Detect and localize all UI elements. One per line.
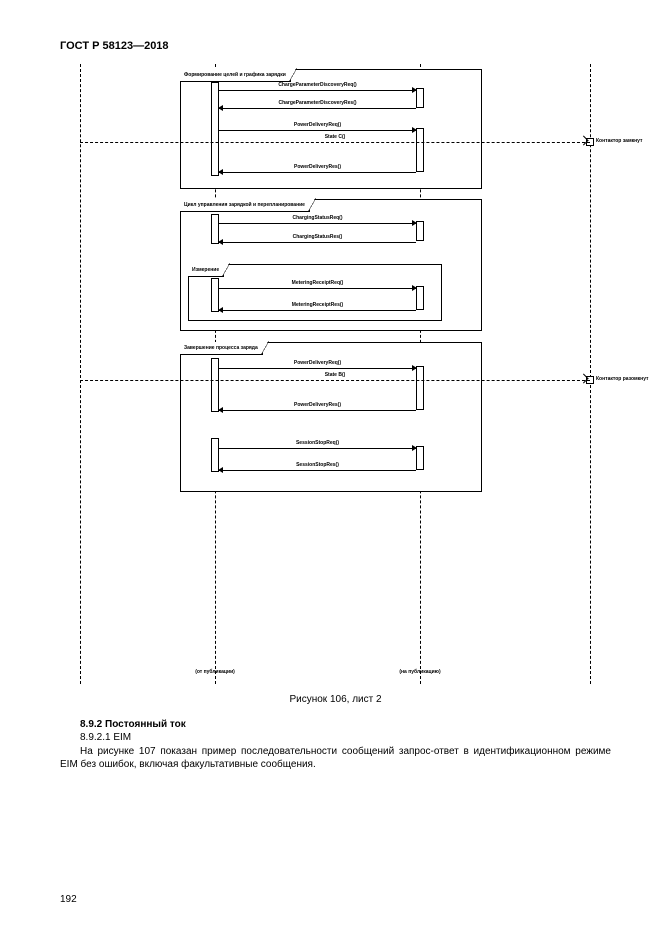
message-label: PowerDeliveryReq() [219, 122, 416, 128]
message-label: ChargeParameterDiscoveryReq() [219, 82, 416, 88]
doc-header: ГОСТ Р 58123—2018 [60, 40, 611, 52]
lifeline [590, 64, 591, 684]
message: PowerDeliveryRes() [219, 166, 416, 176]
sequence-diagram: Формирование целей и графика зарядки Цикл… [60, 64, 600, 684]
message: PowerDeliveryReq() [219, 362, 416, 372]
figure-caption: Рисунок 106, лист 2 [60, 694, 611, 705]
page-number: 192 [60, 894, 77, 905]
frame-label: Измерение [188, 264, 224, 277]
activation-bar [211, 358, 219, 412]
activation-bar [416, 446, 424, 470]
message-label: PowerDeliveryRes() [219, 402, 416, 408]
frame-label: Формирование целей и графика зарядки [180, 69, 291, 82]
message: MeteringReceiptReq() [219, 282, 416, 292]
frame-label: Цикл управления зарядкой и перепланирова… [180, 199, 310, 212]
message-label: SessionStopReq() [219, 440, 416, 446]
message: ChargeParameterDiscoveryReq() [219, 84, 416, 94]
external-label: Контактор разомкнут [596, 376, 649, 382]
message: PowerDeliveryReq() [219, 124, 416, 134]
activation-bar [416, 221, 424, 241]
message: SessionStopRes() [219, 464, 416, 474]
message: PowerDeliveryRes() [219, 404, 416, 414]
frame-label: Завершение процесса заряда [180, 342, 263, 355]
message-label: PowerDeliveryRes() [219, 164, 416, 170]
lifeline-bottom-label: (от публикации) [195, 669, 235, 675]
activation-bar [416, 286, 424, 310]
message: ChargingStatusReq() [219, 217, 416, 227]
section-title: 8.9.2 Постоянный ток [80, 719, 611, 730]
message-label: ChargingStatusReq() [219, 215, 416, 221]
message: State C() [80, 136, 590, 146]
activation-bar [416, 88, 424, 108]
message-label: ChargeParameterDiscoveryRes() [219, 100, 416, 106]
message-label: State B() [80, 372, 590, 378]
message-label: PowerDeliveryReq() [219, 360, 416, 366]
external-label: Контактор замкнут [596, 138, 642, 144]
message-label: MeteringReceiptRes() [219, 302, 416, 308]
activation-bar [211, 82, 219, 176]
message: ChargeParameterDiscoveryRes() [219, 102, 416, 112]
body-text: На рисунке 107 показан пример последоват… [60, 745, 611, 771]
message-label: SessionStopRes() [219, 462, 416, 468]
message: MeteringReceiptRes() [219, 304, 416, 314]
message-label: ChargingStatusRes() [219, 234, 416, 240]
lifeline-bottom-label: (на публикацию) [399, 669, 440, 675]
message: State B() [80, 374, 590, 384]
message: ChargingStatusRes() [219, 236, 416, 246]
subsection-title: 8.9.2.1 EIM [80, 732, 611, 743]
message-label: MeteringReceiptReq() [219, 280, 416, 286]
message-label: State C() [80, 134, 590, 140]
message: SessionStopReq() [219, 442, 416, 452]
